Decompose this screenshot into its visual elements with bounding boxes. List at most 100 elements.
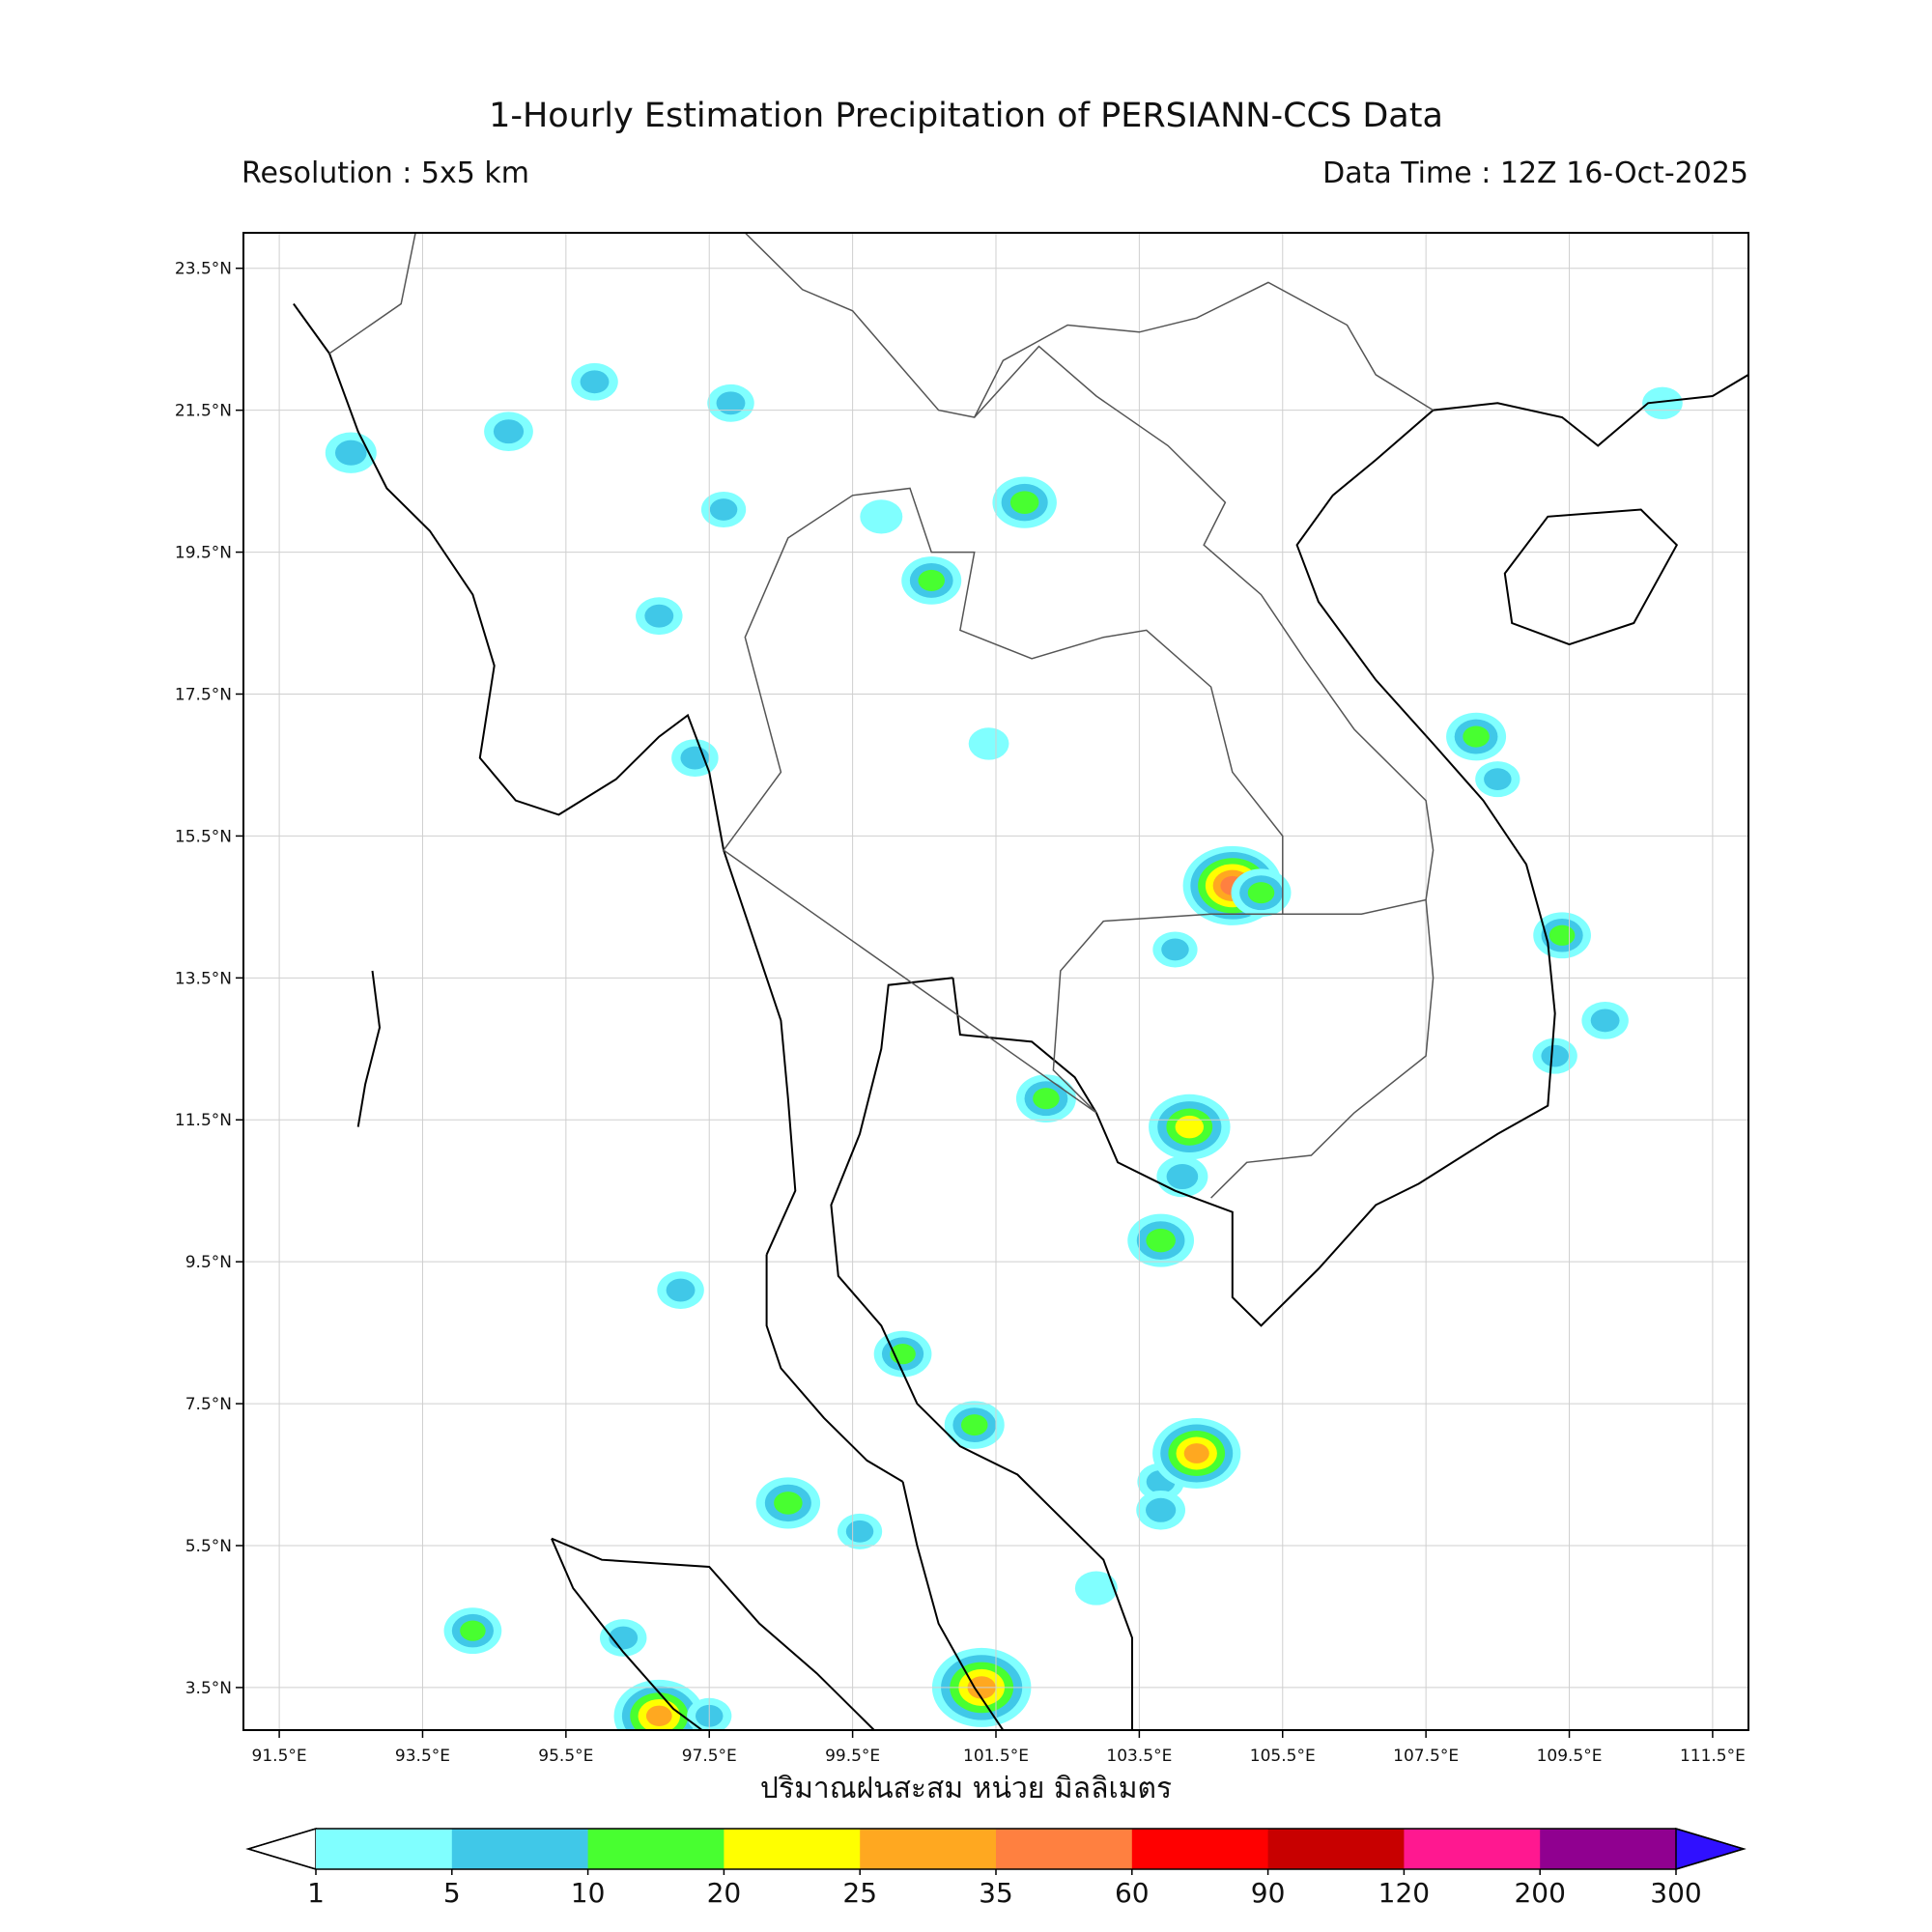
rain-contour <box>716 391 746 415</box>
rain-cell <box>1149 1094 1231 1160</box>
latitude-tick-label: 23.5°N <box>175 260 232 279</box>
rain-contour <box>680 746 710 770</box>
latitude-tick-label: 19.5°N <box>175 544 232 563</box>
longitude-tick-label: 111.5°E <box>1680 1747 1746 1766</box>
rain-cell <box>1156 1155 1208 1198</box>
latitude-tick-label: 17.5°N <box>175 685 232 704</box>
coastline-myanmar <box>293 302 797 1256</box>
rain-cell <box>1475 761 1520 798</box>
colorbar-segment <box>724 1829 861 1869</box>
latitude-ticks: 23.5°N 21.5°N 19.5°N 17.5°N 15.5°N 13.5°N 11.5… <box>175 260 243 1698</box>
border-thailand <box>723 487 1284 1114</box>
rain-contour <box>1009 491 1039 514</box>
longitude-tick-label: 109.5°E <box>1537 1747 1603 1766</box>
colorbar-segment <box>1404 1829 1541 1869</box>
rain-cell <box>1532 1037 1577 1074</box>
latitude-tick-label: 21.5°N <box>175 402 232 421</box>
rain-cell <box>613 1679 705 1730</box>
rain-contour <box>1247 882 1275 904</box>
coastline-sumatra-west <box>551 1538 703 1730</box>
rain-contour <box>960 1414 988 1436</box>
rain-contour <box>1541 1044 1569 1067</box>
colorbar-tick-label: 20 <box>707 1877 742 1909</box>
colorbar: 1 5 10 20 25 35 60 90 120 200 300 <box>245 1827 1747 1909</box>
colorbar-tick-label: 60 <box>1115 1877 1150 1909</box>
colorbar-tick-label: 10 <box>571 1877 606 1909</box>
rain-contour <box>580 370 610 394</box>
latitude-tick-label: 5.5°N <box>185 1537 232 1556</box>
rain-cell <box>992 476 1057 528</box>
rain-contour <box>1161 938 1189 961</box>
gridlines <box>243 233 1748 1730</box>
colorbar-tick-label: 35 <box>979 1877 1013 1909</box>
border-myanmar-india <box>328 233 416 355</box>
rain-cell <box>1231 868 1292 917</box>
rain-contour <box>774 1492 803 1515</box>
data-time-label: Data Time : 12Z 16-Oct-2025 <box>1322 156 1748 190</box>
rain-cell <box>1642 386 1683 420</box>
rain-contour <box>1074 1571 1118 1605</box>
rain-cell <box>636 597 683 636</box>
colorbar-segment <box>1267 1829 1405 1869</box>
rain-contour <box>1548 924 1576 946</box>
colorbar-under-arrow <box>245 1827 317 1871</box>
coastline-gulf-east <box>952 374 1748 1327</box>
colorbar-tick-label: 25 <box>842 1877 877 1909</box>
rain-contour <box>968 727 1009 760</box>
rain-layer <box>325 362 1683 1730</box>
longitude-tick-label: 91.5°E <box>252 1747 307 1766</box>
map-title: 1-Hourly Estimation Precipitation of PER… <box>489 97 1443 135</box>
coastlines <box>293 233 1748 1730</box>
colorbar-tick-label: 5 <box>443 1877 461 1909</box>
rain-cell <box>1136 1490 1186 1530</box>
colorbar-segment <box>587 1829 724 1869</box>
rain-contour <box>860 499 903 534</box>
rain-cell <box>944 1401 1005 1449</box>
rain-contour <box>644 604 674 628</box>
colorbar-segment <box>316 1829 453 1869</box>
longitude-tick-label: 95.5°E <box>538 1747 593 1766</box>
border-china <box>744 233 1434 418</box>
rain-contour <box>709 498 738 521</box>
longitude-ticks: 91.5°E 93.5°E 95.5°E 97.5°E 99.5°E 101.5°E 103… <box>252 1730 1746 1766</box>
rain-cell <box>443 1607 502 1655</box>
rain-cell <box>1127 1213 1195 1267</box>
latitude-tick-label: 11.5°N <box>175 1111 232 1130</box>
colorbar-segment <box>451 1829 589 1869</box>
colorbar-segment <box>996 1829 1133 1869</box>
rain-contour <box>918 569 946 591</box>
rain-contour <box>1146 1497 1177 1522</box>
colorbar-over-arrow <box>1675 1827 1747 1871</box>
rain-contour <box>1183 1443 1209 1463</box>
border-laos-vietnam <box>974 345 1435 900</box>
rain-cell <box>755 1477 821 1529</box>
colorbar-tick-label: 90 <box>1251 1877 1286 1909</box>
rain-contour <box>1166 1163 1199 1190</box>
latitude-tick-label: 15.5°N <box>175 827 232 846</box>
rain-cell <box>700 491 747 527</box>
rain-contour <box>1484 768 1512 791</box>
longitude-tick-label: 105.5°E <box>1250 1747 1316 1766</box>
latitude-tick-label: 7.5°N <box>185 1395 232 1414</box>
coastline-andaman-islands <box>356 970 382 1127</box>
colorbar-unit-label: ปริมาณฝนสะสม หน่วย มิลลิเมตร <box>759 1772 1173 1805</box>
colorbar-tick-label: 200 <box>1514 1877 1565 1909</box>
rain-cell <box>901 556 962 605</box>
rain-cell <box>860 499 903 534</box>
rain-cell <box>837 1513 883 1549</box>
rain-contour <box>1642 386 1683 420</box>
rain-contour <box>493 419 525 444</box>
coastline-thailand-west <box>765 1254 904 1483</box>
rain-cell <box>571 362 618 401</box>
rain-cell <box>1015 1074 1076 1123</box>
latitude-tick-label: 3.5°N <box>185 1679 232 1698</box>
rain-cell <box>1152 1418 1241 1490</box>
rain-contour <box>845 1520 874 1543</box>
coastline-malay-peninsula <box>901 1481 1005 1730</box>
rain-contour <box>460 1620 486 1641</box>
rain-cell <box>1446 712 1507 761</box>
rain-contour <box>1175 1115 1205 1139</box>
rain-contour <box>1590 1009 1620 1033</box>
rain-cell <box>1152 931 1198 968</box>
